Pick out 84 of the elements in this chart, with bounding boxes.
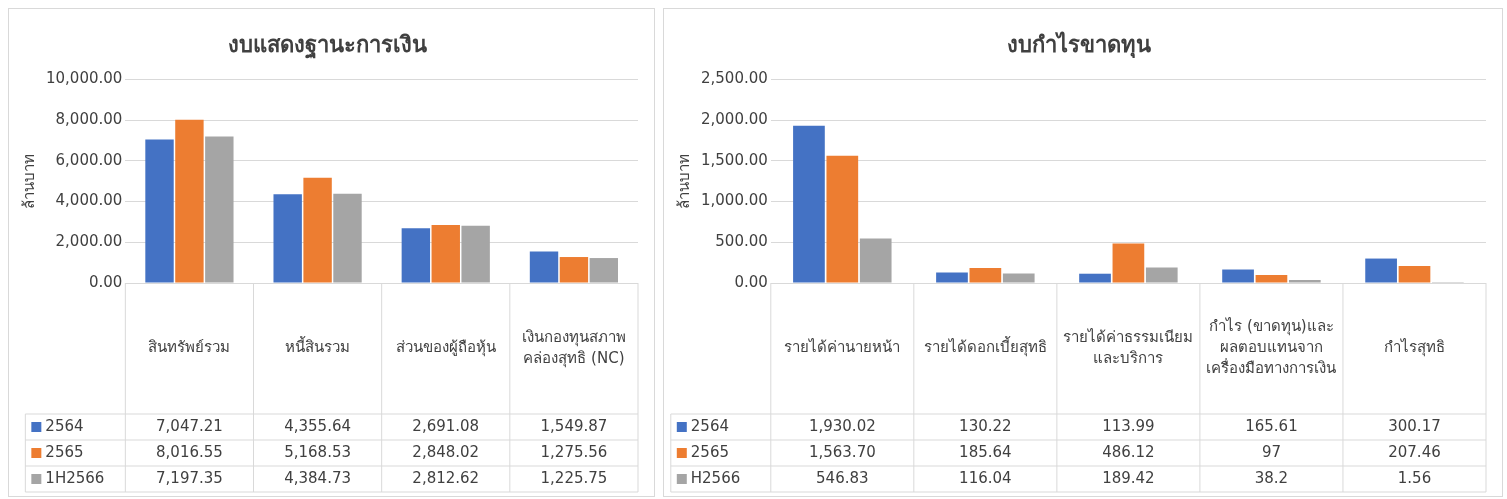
bar [969,267,1002,283]
bar [303,177,332,283]
bar [589,258,619,283]
bar [1288,279,1321,283]
data-label: 113.99 [1102,416,1155,435]
data-label: 130.22 [959,416,1012,435]
bar [1002,273,1035,283]
x-tick-label: กำไรสุทธิ [1383,338,1445,358]
data-label: 1,549.87 [540,416,608,435]
y-tick-label: 2,500.00 [701,69,768,88]
y-axis-title: ล้านบาท [19,153,38,209]
bar [145,139,174,283]
data-label: 165.61 [1245,416,1298,435]
bar [936,272,968,283]
y-tick-label: 2,000.00 [55,232,123,251]
y-tick-label: 0.00 [88,272,123,291]
y-tick-label: 2,000.00 [701,110,768,129]
data-label: 116.04 [959,468,1012,487]
bar [461,225,490,283]
x-tick-label: รายได้ค่าธรรมเนียมและบริการ [1063,327,1194,367]
legend-label: 2564 [690,416,729,435]
x-tick-label: รายได้ดอกเบี้ยสุทธิ [923,336,1047,358]
data-label: 38.2 [1254,468,1289,487]
data-label: 185.64 [959,442,1012,461]
data-label: 2,848.02 [412,442,480,461]
data-label: 5,168.53 [284,442,351,461]
bar [273,194,302,283]
data-label: 4,355.64 [284,416,351,435]
data-label: 1,225.75 [540,468,608,487]
legend-label: H2566 [690,468,741,487]
y-tick-label: 10,000.00 [46,69,123,88]
legend-label: 2564 [45,416,84,435]
legend-label: 1H2566 [45,468,105,487]
data-label: 546.83 [816,468,869,487]
bar [1398,266,1431,283]
bar [529,251,559,283]
y-axis-title: ล้านบาท [674,153,693,209]
legend-label: 2565 [690,442,729,461]
data-label: 97 [1261,442,1281,461]
bar [793,125,825,283]
bar [333,193,362,283]
data-label: 7,047.21 [156,416,223,435]
bar [401,228,431,283]
legend-label: 2565 [45,442,84,461]
bar [559,257,589,283]
data-label: 300.17 [1388,416,1441,435]
bar [1222,269,1254,283]
x-tick-label: สินทรัพย์รวม [148,338,231,357]
y-tick-label: 1,500.00 [701,150,768,169]
x-tick-label: เงินกองทุนสภาพคล่องสุทธิ (NC) [521,327,626,368]
bar [826,155,859,283]
data-label: 2,691.08 [412,416,480,435]
y-tick-label: 0.00 [734,272,768,291]
bar [431,225,460,283]
y-tick-label: 500.00 [715,232,768,251]
data-label: 2,812.62 [412,468,480,487]
x-tick-label: ส่วนของผู้ถือหุ้น [395,338,496,358]
data-label: 1,275.56 [540,442,608,461]
bar [1365,258,1397,283]
y-tick-label: 1,000.00 [701,191,768,210]
data-label: 7,197.35 [156,468,223,487]
y-tick-label: 6,000.00 [55,150,123,169]
data-label: 8,016.55 [156,442,223,461]
x-tick-label: หนี้สินรวม [285,336,351,357]
data-label: 1,563.70 [808,442,876,461]
x-tick-label: รายได้ค่านายหน้า [784,338,901,357]
bar [205,136,234,283]
y-tick-label: 4,000.00 [55,191,123,210]
data-label: 189.42 [1102,468,1155,487]
bar [1112,243,1145,283]
y-tick-label: 8,000.00 [55,110,123,129]
chart-title: งบกำไรขาดทุน [1007,30,1151,59]
data-label: 1,930.02 [808,416,876,435]
bar [175,119,204,283]
data-label: 486.12 [1102,442,1155,461]
bar [859,238,892,283]
x-tick-label: กำไร (ขาดทุน)และผลตอบแทนจากเครื่องมือทางการเงิน [1206,317,1337,378]
bar [1079,273,1111,283]
data-label: 4,384.73 [284,468,351,487]
data-label: 1.56 [1397,468,1432,487]
bar [1145,267,1178,283]
bar [1255,275,1288,283]
chart-title: งบแสดงฐานะการเงิน [228,31,427,59]
data-label: 207.46 [1388,442,1441,461]
